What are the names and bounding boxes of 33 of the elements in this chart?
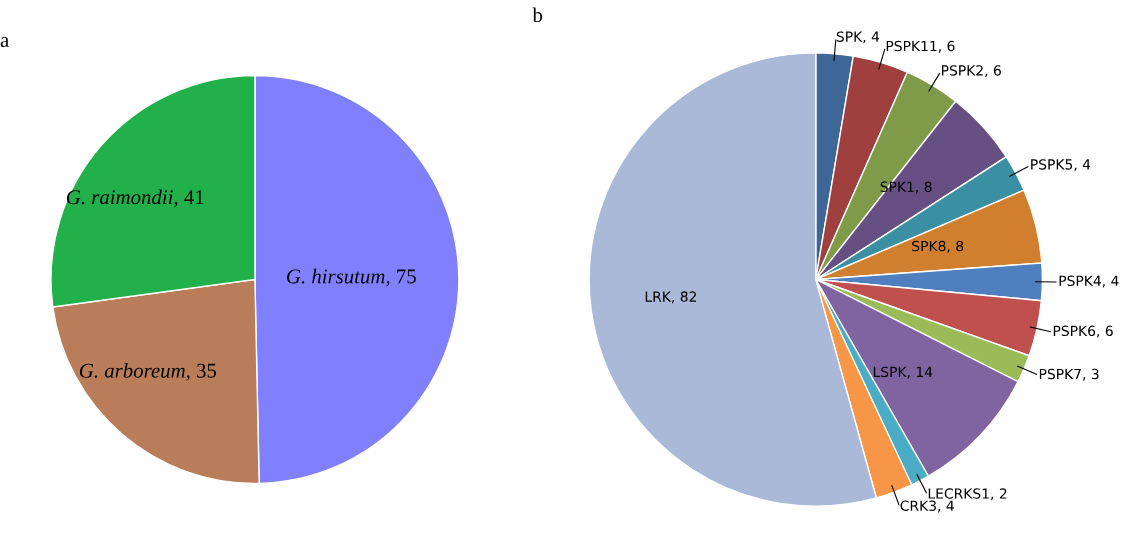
slice-label: PSPK7 <box>1039 368 1081 380</box>
data-label: , 4 <box>863 31 880 44</box>
data-label: , 8 <box>947 240 964 253</box>
slice-label: G. hirsutum <box>287 268 385 284</box>
data-label: , 75 <box>386 269 416 287</box>
slice-label: SPK <box>836 31 863 42</box>
data-label: , 82 <box>671 291 697 304</box>
slice-label: LSPK <box>873 366 907 378</box>
slice-label: PSPK6 <box>1053 325 1096 337</box>
data-label: , 4 <box>1102 275 1119 288</box>
slice-label: SPK8 <box>912 240 946 252</box>
data-label: , 3 <box>1083 368 1099 381</box>
data-label: , 8 <box>915 181 932 194</box>
slice-label: CRK3 <box>900 500 936 511</box>
data-label: , 6 <box>938 40 955 53</box>
data-label: , 41 <box>174 190 204 208</box>
chart-title: a <box>0 37 9 48</box>
slice-label: PSPK5 <box>1031 159 1073 170</box>
data-label: , 2 <box>991 488 1007 501</box>
data-label: , 4 <box>938 500 954 513</box>
data-label: , 35 <box>186 363 217 381</box>
slice-label: LECRKS1 <box>928 488 989 499</box>
data-label: , 6 <box>985 65 1001 78</box>
slice-label: G. raimondii <box>66 189 173 205</box>
data-label: , 6 <box>1097 325 1113 338</box>
data-label: , 14 <box>907 366 933 379</box>
data-label: , 4 <box>1074 159 1091 172</box>
slice-label: PSPK2 <box>941 65 983 76</box>
slice-label: PSPK4 <box>1059 275 1101 287</box>
slice-label: LRK <box>645 291 672 302</box>
chart-title: b <box>532 7 543 23</box>
slice-label: G. arboreum <box>79 363 185 378</box>
slice-label: PSPK11 <box>886 40 937 52</box>
